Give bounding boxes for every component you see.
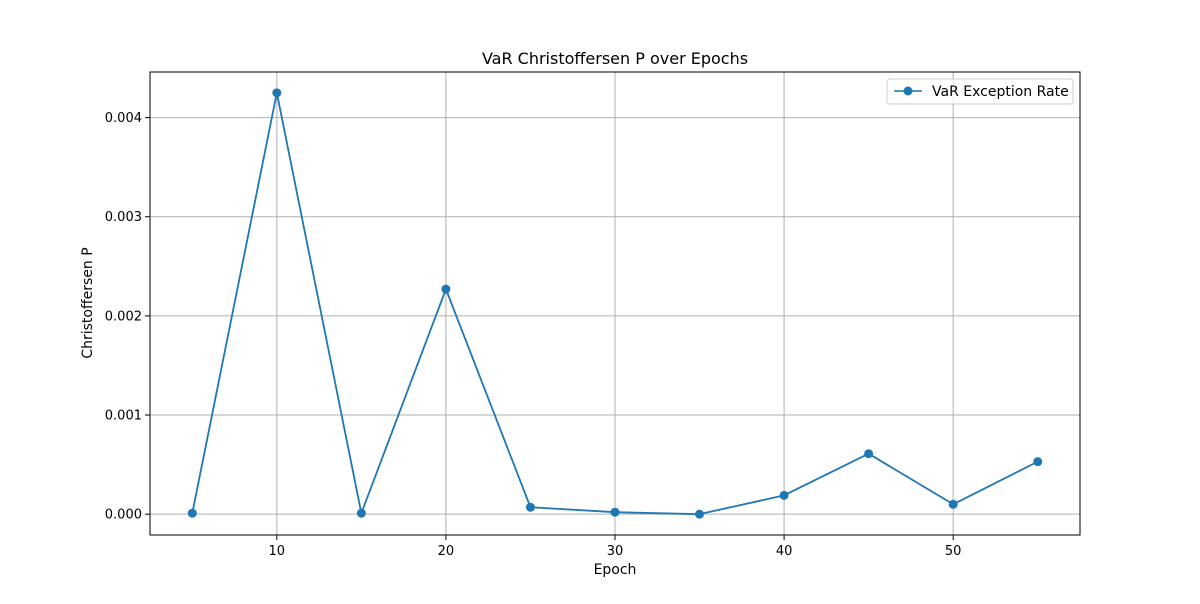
- data-point: [441, 284, 451, 294]
- data-point: [1033, 457, 1043, 467]
- x-tick-label: 20: [438, 544, 455, 559]
- data-point: [525, 502, 535, 512]
- data-point: [779, 490, 789, 500]
- data-point: [948, 499, 958, 509]
- y-axis-label: Christoffersen P: [80, 247, 96, 358]
- data-point: [610, 507, 620, 517]
- data-point: [695, 509, 705, 519]
- x-tick-label: 10: [269, 544, 286, 559]
- series-layer: [187, 88, 1043, 519]
- data-point: [356, 508, 366, 518]
- axis-ticks: 10 20 30 40 50 0.000 0.001 0.002 0.003 0.004: [105, 111, 962, 559]
- chart-title: VaR Christoffersen P over Epochs: [482, 49, 748, 68]
- legend-box: [886, 78, 1074, 105]
- data-point: [187, 508, 197, 518]
- x-axis-label: Epoch: [594, 562, 637, 578]
- legend-label: VaR Exception Rate: [932, 84, 1069, 100]
- y-tick-label: 0.002: [105, 309, 142, 324]
- legend: VaR Exception Rate: [886, 78, 1074, 105]
- legend-marker: [903, 86, 913, 96]
- y-tick-label: 0.001: [105, 409, 142, 424]
- y-tick-label: 0.003: [105, 210, 142, 225]
- y-tick-label: 0.004: [105, 111, 142, 126]
- x-tick-label: 50: [945, 544, 962, 559]
- x-tick-label: 40: [776, 544, 793, 559]
- data-point: [272, 88, 282, 98]
- data-point: [864, 449, 874, 459]
- y-tick-label: 0.000: [105, 508, 142, 523]
- x-tick-label: 30: [607, 544, 624, 559]
